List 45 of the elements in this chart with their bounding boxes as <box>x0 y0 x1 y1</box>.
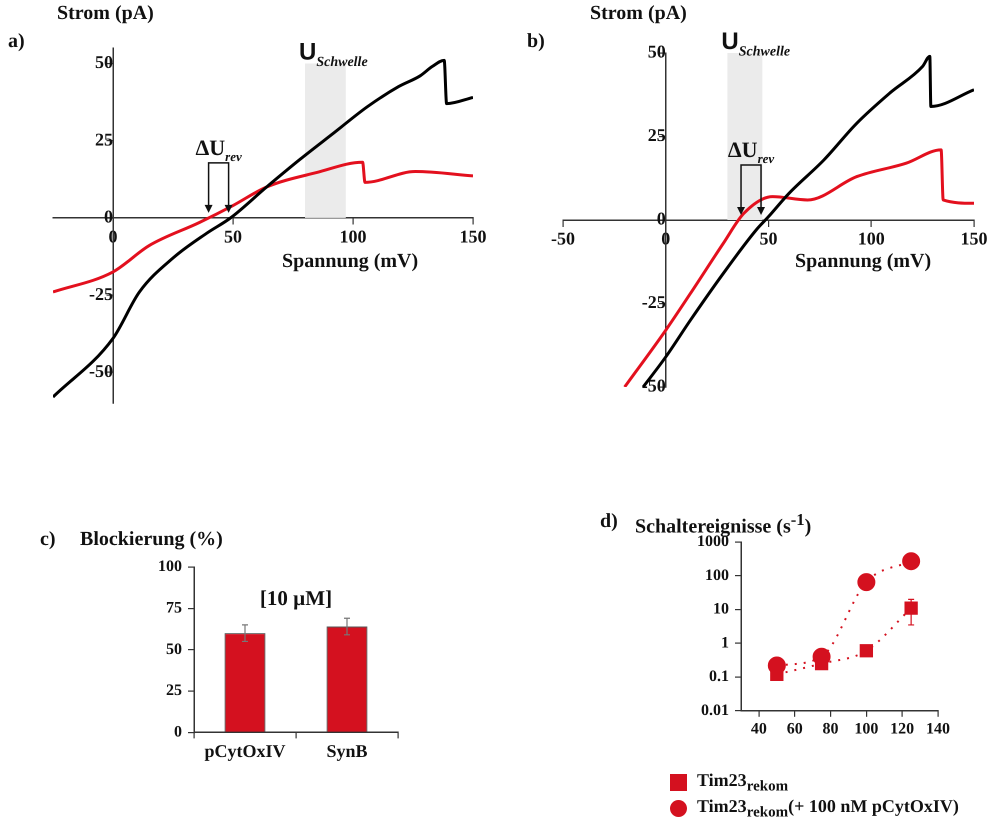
x-tick-label: 150 <box>460 226 486 246</box>
y-tick-label: -50 <box>642 376 666 396</box>
y-tick-label: -50 <box>89 360 113 381</box>
x-tick-label: SynB <box>326 740 368 761</box>
annotation: [10 µM] <box>260 586 332 610</box>
chart-title: a) <box>8 30 25 53</box>
y-tick-label: 50 <box>95 52 113 72</box>
x-tick-label: 80 <box>822 720 839 738</box>
y-axis-title: Schaltereignisse (s$^{-1}$) <box>635 510 812 538</box>
y-tick-label: 75 <box>166 599 182 616</box>
y-tick-label: 0.1 <box>709 668 729 686</box>
y-tick-label: -25 <box>642 292 666 312</box>
y-tick-label: 1 <box>721 634 729 652</box>
y-tick-label: 25 <box>648 125 666 146</box>
y-tick-label: 50 <box>648 42 666 62</box>
chart-title: d) <box>600 510 618 533</box>
y-axis-title: Blockierung (%) <box>80 528 223 551</box>
y-tick-label: 25 <box>166 682 182 700</box>
x-tick-label: 100 <box>858 228 885 248</box>
x-tick-label: 120 <box>890 720 914 738</box>
y-tick-label: 10 <box>713 600 729 618</box>
y-tick-label: 100 <box>705 566 729 584</box>
legend-label: Tim23$_{rekom}$ <box>697 770 788 796</box>
x-tick-label: pCytOxIV <box>204 740 286 761</box>
y-tick-label: 25 <box>95 129 113 150</box>
x-tick-label: 100 <box>854 720 878 738</box>
y-tick-label: 0.01 <box>701 702 729 719</box>
chart-title: b) <box>527 30 545 53</box>
y-tick-label: 100 <box>158 558 182 576</box>
x-tick-label: 50 <box>760 228 778 248</box>
x-axis-title: Spannung (mV) <box>795 250 932 273</box>
legend-label: Tim23$_{rekom}$(+ 100 nM pCytOxIV) <box>697 796 959 822</box>
x-tick-label: 140 <box>926 720 950 738</box>
x-tick-label: -50 <box>551 228 575 248</box>
x-tick-label: 60 <box>786 720 803 738</box>
y-tick-label: 50 <box>166 640 182 658</box>
y-axis-title: Strom (pA) <box>590 2 687 25</box>
x-tick-label: 40 <box>750 720 767 738</box>
x-tick-label: 150 <box>960 228 988 248</box>
x-tick-label: 100 <box>340 226 366 246</box>
y-axis-title: Strom (pA) <box>57 2 154 25</box>
chart-title: c) <box>40 528 56 551</box>
y-tick-label: -25 <box>89 284 113 304</box>
x-tick-label: 50 <box>224 226 242 246</box>
x-axis-title: Spannung (mV) <box>282 250 418 273</box>
